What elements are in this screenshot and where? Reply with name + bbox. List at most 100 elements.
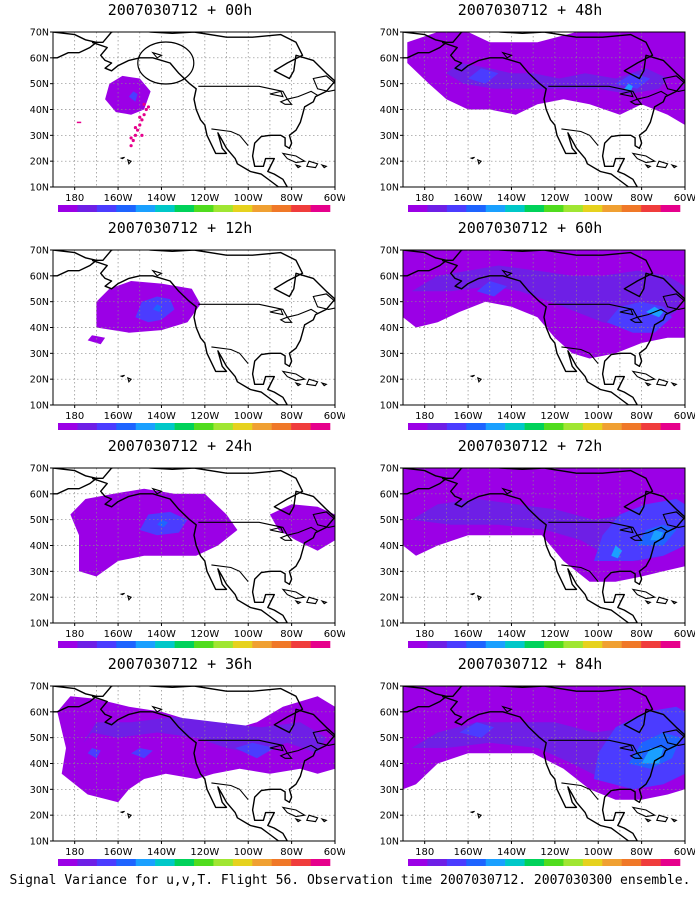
- colorbar-label: 40: [306, 432, 314, 433]
- panel-title: 2007030712 + 84h: [457, 655, 603, 673]
- colorbar-swatch: [602, 205, 623, 212]
- coastline-island: [656, 596, 669, 605]
- colorbar-label: 6.3: [519, 650, 529, 651]
- colorbar-swatch: [446, 641, 467, 648]
- coastline-island: [312, 729, 335, 746]
- lon-label: 120W: [540, 629, 569, 640]
- colorbar-swatch: [116, 423, 137, 430]
- flight-track-point: [140, 118, 144, 122]
- variance-contour: [476, 281, 508, 297]
- lon-label: 60W: [674, 193, 695, 204]
- coastline-island: [126, 594, 133, 601]
- coastline-island: [501, 487, 513, 495]
- lat-label: 20N: [380, 375, 399, 386]
- colorbar-swatch: [524, 641, 545, 648]
- colorbar-label: 29: [637, 868, 645, 869]
- colorbar-label: 21: [268, 214, 276, 215]
- lat-label: 70N: [380, 464, 399, 475]
- coastline-island: [126, 376, 133, 383]
- coastline-island: [644, 163, 652, 169]
- colorbar-label: 1.6: [72, 432, 82, 433]
- colorbar-swatch: [544, 205, 564, 212]
- variance-contour: [105, 75, 151, 115]
- lon-label: 180: [415, 847, 434, 858]
- colorbar-swatch: [446, 423, 467, 430]
- colorbar-label: 6.3: [169, 650, 179, 651]
- coastline-island: [294, 381, 302, 387]
- colorbar-swatch: [116, 641, 137, 648]
- lon-label: 180: [65, 847, 84, 858]
- colorbar-swatch: [563, 859, 584, 866]
- border-line: [548, 521, 668, 536]
- colorbar-swatch: [485, 423, 506, 430]
- colorbar-label: 14: [248, 432, 256, 433]
- lat-label: 50N: [30, 733, 49, 744]
- colorbar-label: 11: [229, 214, 237, 215]
- colorbar-swatch: [505, 205, 525, 212]
- coastline-island: [476, 158, 483, 165]
- coastline-island: [670, 381, 678, 387]
- colorbar-swatch: [505, 859, 525, 866]
- flight-track-point: [129, 136, 133, 140]
- colorbar-label: 9: [561, 868, 565, 869]
- colorbar-swatch: [291, 423, 311, 430]
- colorbar-label: 21: [268, 650, 276, 651]
- colorbar-label: 1.6: [422, 432, 432, 433]
- colorbar-swatch: [252, 859, 273, 866]
- coastline-island: [629, 98, 643, 105]
- coastline-island: [476, 376, 483, 383]
- border-line: [211, 564, 249, 583]
- colorbar-swatch: [194, 859, 214, 866]
- colorbar-label: 3.1: [461, 214, 471, 215]
- map-content: [403, 686, 685, 841]
- colorbar-swatch: [232, 859, 253, 866]
- lat-label: 10N: [30, 401, 49, 412]
- border-line: [561, 564, 599, 583]
- colorbar-label: 1.6: [422, 650, 432, 651]
- variance-contour: [157, 519, 168, 528]
- coastline-island: [631, 806, 657, 818]
- lon-label: 100W: [584, 411, 613, 422]
- coastline-island: [151, 705, 163, 713]
- coastline-island: [281, 806, 307, 818]
- lat-label: 60N: [30, 53, 49, 64]
- colorbar-swatch: [232, 423, 253, 430]
- colorbar-label: 5.1: [500, 868, 510, 869]
- colorbar-label: 40: [656, 868, 664, 869]
- colorbar-swatch: [582, 205, 603, 212]
- colorbar-swatch: [194, 423, 214, 430]
- border-line: [198, 739, 318, 754]
- coastline-island: [469, 156, 475, 160]
- flight-track-point: [138, 123, 142, 127]
- colorbar-label: 2.2: [92, 868, 102, 869]
- variance-contour: [87, 335, 106, 345]
- lat-label: 50N: [30, 515, 49, 526]
- coastline-island: [269, 308, 284, 316]
- coastline-island: [281, 588, 307, 600]
- lat-label: 10N: [30, 183, 49, 194]
- colorbar-label: 2.2: [442, 214, 452, 215]
- coastline-island: [644, 817, 652, 823]
- coastline-island: [279, 316, 293, 323]
- lon-label: 160W: [454, 193, 483, 204]
- lat-label: 30N: [30, 349, 49, 360]
- colorbar-swatch: [310, 205, 331, 212]
- variance-contour: [128, 91, 138, 102]
- colorbar-label: 21: [618, 650, 626, 651]
- variance-contour: [650, 530, 664, 541]
- coastline-island: [656, 814, 669, 823]
- forecast-panel-24h: 2007030712 + 24h 70N 60N 50N 40N 30N 20N 10N 180…: [15, 436, 345, 651]
- flight-track-point: [133, 133, 138, 137]
- lat-label: 60N: [30, 489, 49, 500]
- colorbar-label: 9: [561, 432, 565, 433]
- colorbar-label: 11: [579, 432, 587, 433]
- lat-label: 50N: [380, 79, 399, 90]
- lat-label: 20N: [30, 375, 49, 386]
- colorbar-label: 40: [306, 868, 314, 869]
- colorbar-swatch: [271, 423, 292, 430]
- colorbar-label: 9: [211, 214, 215, 215]
- coastline-island: [631, 370, 657, 382]
- lon-label: 120W: [190, 411, 219, 422]
- lon-label: 80W: [630, 193, 653, 204]
- colorbar-label: 9: [211, 432, 215, 433]
